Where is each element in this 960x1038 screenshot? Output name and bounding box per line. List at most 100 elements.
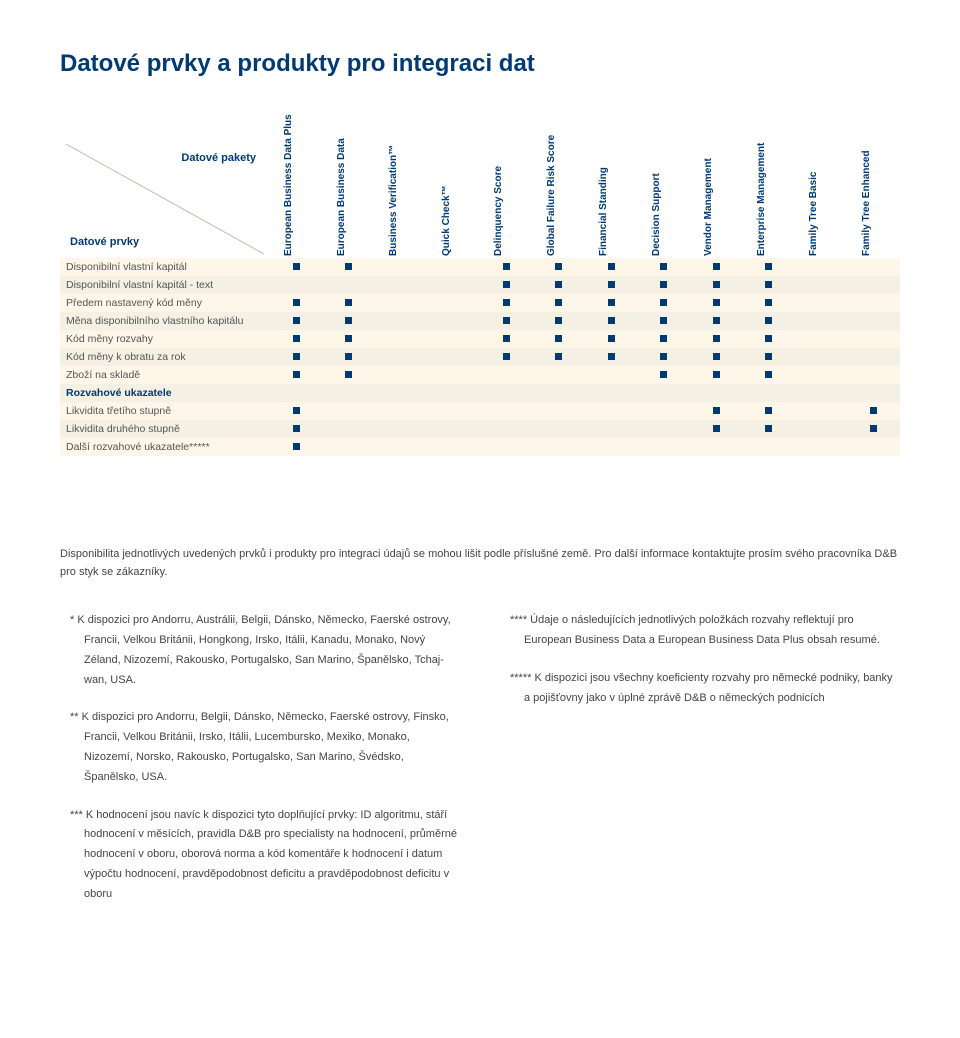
matrix-cell [743,312,796,330]
marker-icon [660,371,667,378]
marker-icon [293,263,300,270]
matrix-cell [480,366,533,384]
matrix-cell [690,384,743,402]
matrix-cell [848,276,901,294]
matrix-cell [375,384,428,402]
matrix-cell [480,276,533,294]
row-label: Předem nastavený kód měny [60,294,270,312]
matrix-cell [690,312,743,330]
marker-icon [713,281,720,288]
data-table: Datové pakety Datové prvky European Busi… [60,138,900,456]
marker-icon [765,299,772,306]
matrix-cell [743,330,796,348]
matrix-cell [743,258,796,276]
marker-icon [503,353,510,360]
marker-icon [870,407,877,414]
matrix-cell [690,366,743,384]
matrix-cell [795,438,848,456]
matrix-cell [480,384,533,402]
matrix-cell [533,348,586,366]
table-row: Rozvahové ukazatele [60,384,900,402]
matrix-cell [848,258,901,276]
matrix-cell [795,402,848,420]
matrix-cell [848,348,901,366]
matrix-cell [585,294,638,312]
marker-icon [713,353,720,360]
matrix-cell [428,402,481,420]
footnote: ** K dispozici pro Andorru, Belgii, Dáns… [60,708,460,787]
marker-icon [765,317,772,324]
matrix-cell [638,258,691,276]
matrix-cell [533,276,586,294]
matrix-cell [323,402,376,420]
matrix-cell [585,330,638,348]
matrix-cell [428,330,481,348]
matrix-cell [428,294,481,312]
matrix-cell [270,384,323,402]
marker-icon [765,407,772,414]
column-header: European Business Data Plus [270,138,323,258]
matrix-cell [428,276,481,294]
footnotes: * K dispozici pro Andorru, Austrálii, Be… [60,611,900,922]
matrix-cell [795,348,848,366]
matrix-cell [743,276,796,294]
marker-icon [608,263,615,270]
matrix-cell [428,384,481,402]
marker-icon [608,317,615,324]
matrix-cell [743,366,796,384]
marker-icon [293,317,300,324]
matrix-cell [585,348,638,366]
column-header: Quick Check™ [428,138,481,258]
matrix-cell [638,294,691,312]
matrix-cell [480,348,533,366]
marker-icon [713,335,720,342]
matrix-cell [375,438,428,456]
matrix-cell [480,312,533,330]
marker-icon [555,281,562,288]
matrix-cell [323,438,376,456]
row-label: Měna disponibilního vlastního kapitálu [60,312,270,330]
table-row: Likvidita třetího stupně [60,402,900,420]
matrix-cell [533,402,586,420]
matrix-cell [428,312,481,330]
matrix-cell [323,348,376,366]
matrix-cell [270,402,323,420]
marker-icon [293,443,300,450]
column-header: Global Failure Risk Score [533,138,586,258]
matrix-cell [270,420,323,438]
matrix-cell [375,312,428,330]
matrix-cell [848,294,901,312]
corner-cell: Datové pakety Datové prvky [60,138,270,258]
matrix-cell [848,402,901,420]
marker-icon [765,335,772,342]
column-header: Enterprise Management [743,138,796,258]
matrix-cell [480,330,533,348]
matrix-cell [270,294,323,312]
matrix-cell [375,294,428,312]
matrix-cell [848,330,901,348]
marker-icon [293,335,300,342]
matrix-cell [585,258,638,276]
matrix-cell [323,366,376,384]
table-row: Likvidita druhého stupně [60,420,900,438]
matrix-cell [533,366,586,384]
matrix-cell [270,312,323,330]
marker-icon [713,371,720,378]
column-header: Decision Support [638,138,691,258]
marker-icon [765,371,772,378]
matrix-cell [375,348,428,366]
matrix-cell [743,294,796,312]
matrix-cell [270,330,323,348]
marker-icon [503,281,510,288]
row-label: Kód měny rozvahy [60,330,270,348]
marker-icon [293,425,300,432]
matrix-cell [428,420,481,438]
matrix-cell [585,438,638,456]
marker-icon [345,263,352,270]
row-label: Likvidita třetího stupně [60,402,270,420]
corner-top-label: Datové pakety [181,152,256,164]
marker-icon [555,263,562,270]
matrix-cell [848,420,901,438]
matrix-cell [638,312,691,330]
marker-icon [765,425,772,432]
